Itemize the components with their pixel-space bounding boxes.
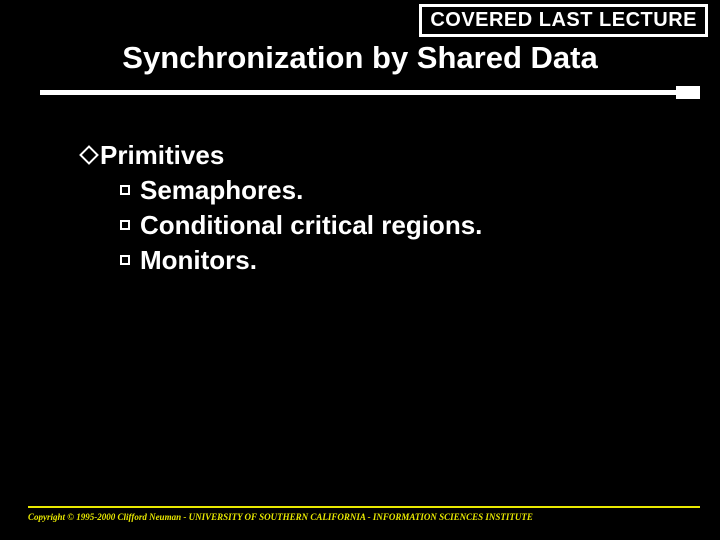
level1-item: Primitives <box>82 140 680 171</box>
level2-text: Monitors. <box>140 245 257 276</box>
title-rule <box>40 86 700 100</box>
square-bullet-icon <box>120 220 130 230</box>
level2-text: Semaphores. <box>140 175 303 206</box>
banner-text: COVERED LAST LECTURE <box>430 9 697 31</box>
square-bullet-icon <box>120 185 130 195</box>
diamond-bullet-icon <box>79 145 99 165</box>
level2-list: Semaphores. Conditional critical regions… <box>120 175 680 276</box>
square-bullet-icon <box>120 255 130 265</box>
slide-title: Synchronization by Shared Data <box>0 40 720 76</box>
footer-line <box>28 506 700 508</box>
level1-text: Primitives <box>100 140 224 171</box>
rule-endcap <box>676 86 700 99</box>
rule-line <box>40 90 700 95</box>
list-item: Conditional critical regions. <box>120 210 680 241</box>
list-item: Semaphores. <box>120 175 680 206</box>
content-area: Primitives Semaphores. Conditional criti… <box>82 140 680 280</box>
list-item: Monitors. <box>120 245 680 276</box>
footer-text: Copyright © 1995-2000 Clifford Neuman - … <box>28 512 700 522</box>
level2-text: Conditional critical regions. <box>140 210 482 241</box>
footer: Copyright © 1995-2000 Clifford Neuman - … <box>28 506 700 522</box>
banner-box: COVERED LAST LECTURE <box>419 4 708 37</box>
